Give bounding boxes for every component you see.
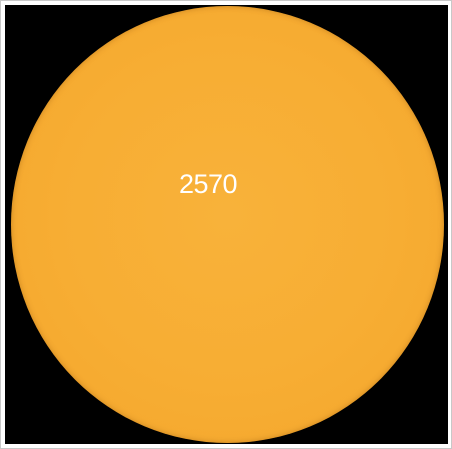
region-label: 2570 [179,169,238,199]
image-panel: 2570 [5,5,448,444]
solar-disk [11,6,444,443]
